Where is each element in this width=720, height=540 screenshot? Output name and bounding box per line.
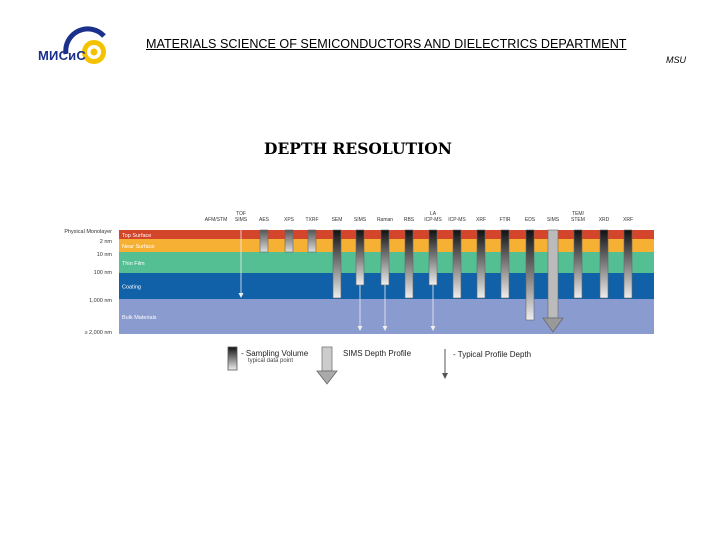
sampling-bar: [476, 229, 486, 299]
layer-label: Near Surface: [122, 244, 154, 250]
sampling-bar: [284, 229, 294, 253]
technique-label: XRF: [476, 217, 486, 223]
technique-label: XPS: [284, 217, 295, 223]
sampling-bar: [332, 229, 342, 299]
profile-depth-arrowhead: [430, 326, 436, 331]
legend-typical-depth: - Typical Profile Depth: [453, 350, 532, 359]
technique-label: Raman: [377, 217, 393, 223]
layer-label: Coating: [122, 285, 141, 291]
technique-label: AES: [259, 217, 270, 223]
depth-label: ≥ 2,000 nm: [85, 330, 113, 336]
sampling-bar: [428, 229, 438, 286]
profile-depth-arrowhead: [382, 326, 388, 331]
technique-label: TEM/: [572, 211, 585, 217]
technique-label: SIMS: [235, 217, 248, 223]
layer-band: [119, 299, 654, 334]
technique-label: ICP-MS: [448, 217, 466, 223]
technique-label: STEM: [571, 217, 585, 223]
technique-label: EDS: [525, 217, 536, 223]
depth-label: 1,000 nm: [89, 298, 112, 304]
layer-label: Top Surface: [122, 233, 151, 239]
profile-depth-arrowhead: [238, 293, 244, 298]
department-heading: MATERIALS SCIENCE OF SEMICONDUCTORS AND …: [146, 37, 627, 51]
sampling-bar: [452, 229, 462, 299]
legend-sampling-sub: typical data point: [248, 358, 294, 364]
technique-label: XRD: [599, 217, 610, 223]
legend-sims-profile: SIMS Depth Profile: [343, 349, 412, 358]
technique-label: SIMS: [354, 217, 367, 223]
technique-label: SEM: [332, 217, 343, 223]
sampling-bar: [259, 229, 269, 253]
technique-label: SIMS: [547, 217, 560, 223]
misis-logo: [63, 26, 106, 64]
technique-label: FTIR: [499, 217, 510, 223]
profile-depth-arrowhead: [357, 326, 363, 331]
university-label: MSU: [666, 55, 686, 65]
depth-label: Physical Monolayer: [64, 229, 112, 235]
depth-axis-labels: Physical Monolayer 2 nm 10 nm 100 nm 1,000 n…: [64, 229, 112, 336]
sampling-bar: [500, 229, 510, 299]
sampling-bar: [307, 229, 317, 253]
sims-profile-bar: [547, 229, 559, 319]
depth-label: 2 nm: [100, 239, 113, 245]
depth-label: 100 nm: [94, 270, 113, 276]
sampling-bar: [599, 229, 609, 299]
technique-label: XRF: [623, 217, 633, 223]
technique-label: LA: [430, 211, 437, 217]
technique-label: RBS: [404, 217, 415, 223]
legend-sampling-volume: - Sampling Volume: [241, 349, 309, 358]
depth-resolution-diagram: Top Surface Near Surface Thin Film Coating B…: [64, 211, 654, 336]
sampling-bar: [355, 229, 365, 286]
technique-label: TXRF: [305, 217, 318, 223]
sampling-bar: [623, 229, 633, 299]
layer-label: Bulk Materials: [122, 315, 157, 321]
sampling-bar: [573, 229, 583, 299]
typical-depth-legend-icon: [442, 349, 448, 379]
sampling-bar: [380, 229, 390, 286]
technique-label: AFM/STM: [205, 217, 228, 223]
sims-profile-legend-icon: [316, 346, 338, 385]
sampling-bar: [525, 229, 535, 321]
logo-text: МИСиС: [38, 48, 86, 63]
technique-label: ICP-MS: [424, 217, 442, 223]
technique-label: TOF: [236, 211, 246, 217]
layer-label: Thin Film: [122, 261, 145, 267]
page-title: DEPTH RESOLUTION: [264, 139, 452, 158]
depth-label: 10 nm: [97, 252, 113, 258]
sims-profile-arrowhead: [542, 317, 564, 333]
sampling-bar: [404, 229, 414, 299]
sampling-volume-legend-icon: [227, 346, 238, 371]
